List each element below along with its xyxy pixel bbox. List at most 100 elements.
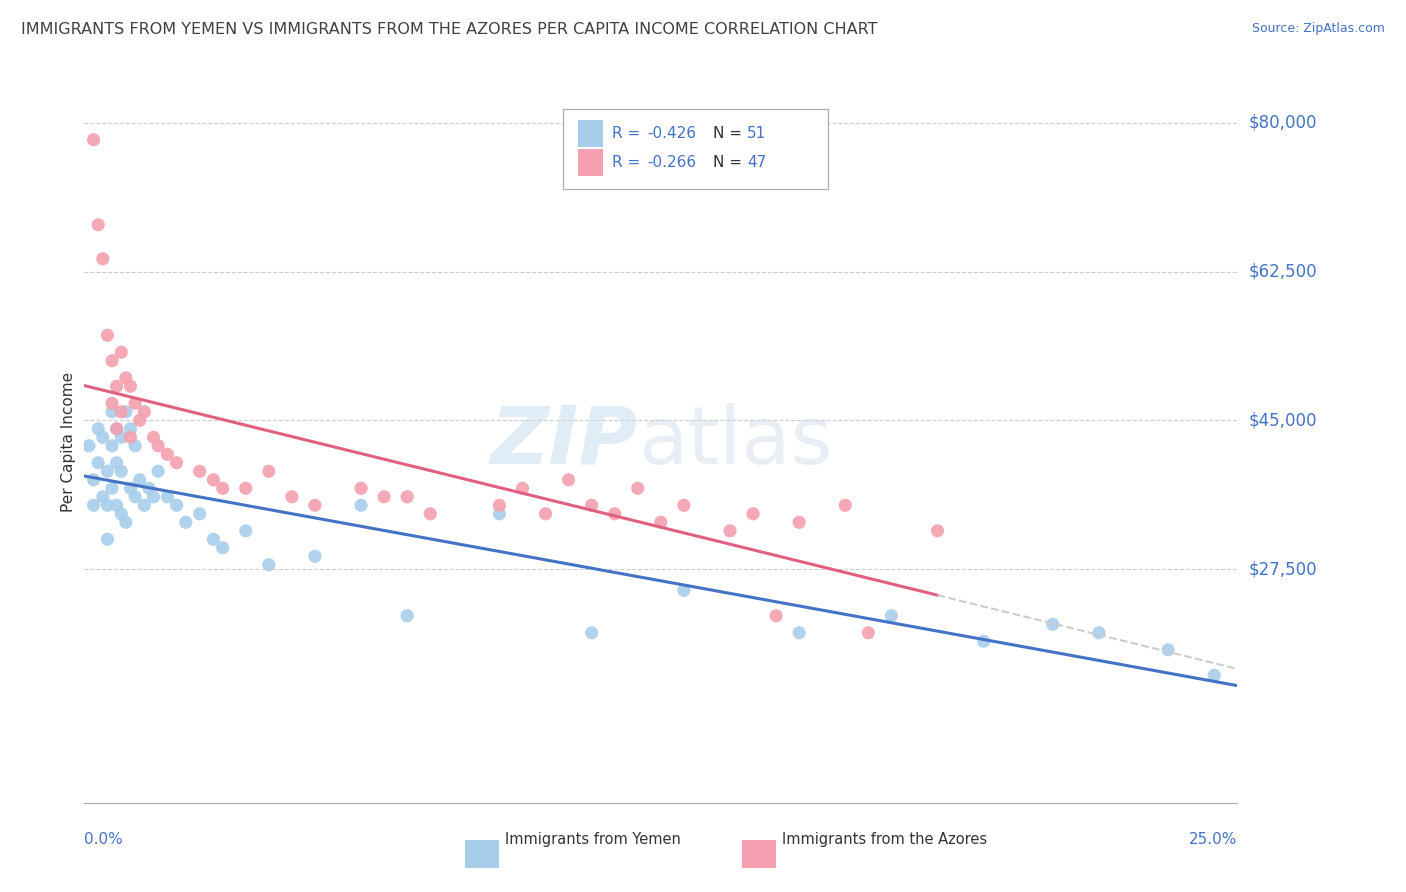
Point [304,498,326,512]
Point [281,490,304,504]
Point [120,422,142,436]
Point [101,439,124,453]
Point [1157,642,1180,657]
Point [512,481,534,495]
Point [257,464,280,478]
Point [235,481,257,495]
Point [166,498,188,512]
Point [350,498,373,512]
Point [101,405,124,419]
FancyBboxPatch shape [578,120,603,147]
FancyBboxPatch shape [578,149,603,177]
Point [105,456,128,470]
Point [581,625,603,640]
Point [110,430,132,444]
Point [105,422,128,436]
Point [115,405,138,419]
Text: N =: N = [713,155,747,170]
Point [96,498,118,512]
Point [488,498,510,512]
Point [83,498,105,512]
Text: 0.0%: 0.0% [84,831,124,847]
Point [146,439,169,453]
Point [534,507,557,521]
Point [87,218,110,232]
Point [235,524,257,538]
Point [880,608,903,623]
Point [742,507,765,521]
Point [603,507,626,521]
Text: $80,000: $80,000 [1249,114,1317,132]
Text: IMMIGRANTS FROM YEMEN VS IMMIGRANTS FROM THE AZORES PER CAPITA INCOME CORRELATIO: IMMIGRANTS FROM YEMEN VS IMMIGRANTS FROM… [21,22,877,37]
Point [87,456,110,470]
Text: -0.266: -0.266 [647,155,696,170]
Point [973,634,995,648]
Point [142,430,165,444]
Point [718,524,741,538]
Point [304,549,326,564]
Text: Source: ZipAtlas.com: Source: ZipAtlas.com [1251,22,1385,36]
FancyBboxPatch shape [465,840,499,868]
Point [128,473,150,487]
Point [1042,617,1064,632]
Point [174,516,197,530]
Text: 47: 47 [748,155,766,170]
Text: R =: R = [613,155,645,170]
Point [787,516,810,530]
Point [202,533,225,547]
Point [101,353,124,368]
Point [373,490,395,504]
Point [834,498,856,512]
Point [96,328,118,343]
Point [156,447,179,461]
Point [128,413,150,427]
Point [765,608,787,623]
Text: $62,500: $62,500 [1249,262,1317,281]
Point [202,473,225,487]
Point [211,481,233,495]
Point [557,473,579,487]
Point [419,507,441,521]
Point [101,396,124,410]
Point [134,405,156,419]
Point [105,379,128,393]
Text: Immigrants from Yemen: Immigrants from Yemen [505,832,681,847]
FancyBboxPatch shape [741,840,776,868]
Point [166,456,188,470]
Text: $45,000: $45,000 [1249,411,1317,429]
Point [83,133,105,147]
Text: Immigrants from the Azores: Immigrants from the Azores [782,832,987,847]
Y-axis label: Per Capita Income: Per Capita Income [60,371,76,512]
Point [91,490,114,504]
Point [138,481,160,495]
Point [257,558,280,572]
Point [105,422,128,436]
Point [105,498,128,512]
Point [83,473,105,487]
Point [96,464,118,478]
Point [156,490,179,504]
Text: R =: R = [613,127,645,141]
Point [101,481,124,495]
Text: atlas: atlas [638,402,832,481]
Point [188,464,211,478]
Point [120,430,142,444]
Text: 51: 51 [748,127,766,141]
Point [858,625,880,640]
Point [87,422,110,436]
Point [188,507,211,521]
Point [396,608,419,623]
Point [396,490,419,504]
Point [110,345,132,359]
Point [120,481,142,495]
Point [488,507,510,521]
Point [91,430,114,444]
Point [77,439,100,453]
Point [1204,668,1226,682]
Text: -0.426: -0.426 [647,127,696,141]
Point [146,464,169,478]
Point [211,541,233,555]
Text: $27,500: $27,500 [1249,560,1317,578]
FancyBboxPatch shape [562,109,828,189]
Point [115,371,138,385]
